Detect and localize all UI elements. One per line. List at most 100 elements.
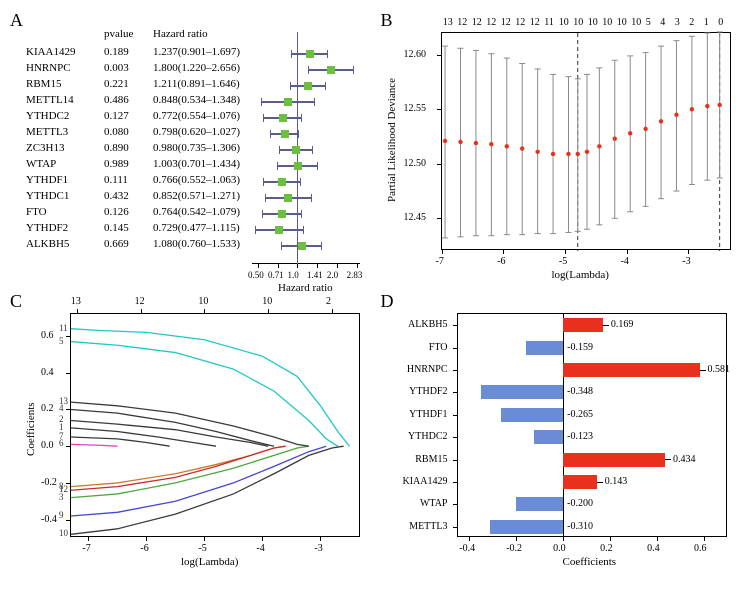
forest-point	[284, 194, 292, 202]
coefbar-value: -0.265	[567, 409, 593, 420]
hr-gene-label: ALKBH5	[26, 238, 69, 250]
hr-gene-label: KIAA1429	[26, 46, 76, 58]
coefbar-zero-line	[563, 314, 564, 538]
figure: ApvalueHazard ratioKIAA14290.1891.237(0.…	[8, 8, 743, 569]
forest-point	[304, 82, 312, 90]
forest-point	[292, 146, 300, 154]
forest-point	[327, 66, 335, 74]
deviance-ytick: 12.50	[404, 158, 427, 169]
coefbar-gene: HNRNPC	[407, 364, 448, 375]
deviance-xtick: -4	[621, 256, 629, 267]
coef-top-label: 12	[135, 296, 145, 307]
hr-ci: 1.800(1.220–2.656)	[153, 62, 240, 74]
deviance-ytick: 12.60	[404, 49, 427, 60]
coef-top-label: 10	[198, 296, 208, 307]
coefbar-gene: FTO	[429, 342, 448, 353]
coef-path-id: 9	[59, 510, 64, 520]
deviance-plot: -7-6-5-4-312.4512.5012.5512.601312121212…	[441, 32, 731, 250]
deviance-top-label: 10	[588, 17, 598, 28]
coef-top-label: 13	[71, 296, 81, 307]
coefbar-bar	[563, 318, 603, 332]
hr-ci: 1.211(0.891–1.646)	[153, 78, 240, 90]
hr-pvalue: 0.080	[104, 126, 129, 138]
coefbar-gene: KIAA1429	[403, 476, 448, 487]
coef-ytick: 0.4	[41, 367, 54, 378]
hr-pvalue: 0.126	[104, 206, 129, 218]
deviance-top-label: 13	[443, 17, 453, 28]
coefbar-gene: WTAP	[420, 498, 448, 509]
coefbar-gene: YTHDC2	[408, 431, 447, 442]
deviance-top-label: 11	[544, 17, 554, 28]
deviance-ylabel: Partial Likelihood Deviance	[386, 78, 398, 202]
panel-label-C: C	[10, 291, 22, 312]
coefbar-value: -0.310	[567, 521, 593, 532]
hr-ci: 1.237(0.901–1.697)	[153, 46, 240, 58]
coef-path-id: 10	[59, 528, 68, 538]
coefbar-xtick: 0.6	[694, 543, 707, 554]
coefbar-value: 0.143	[605, 476, 628, 487]
forest-xtick: 1.0	[287, 270, 298, 280]
deviance-xtick: -3	[682, 256, 690, 267]
panel-label-D: D	[381, 291, 394, 312]
deviance-top-label: 12	[472, 17, 482, 28]
coefbar-bar	[501, 408, 563, 422]
coef-xtick: -7	[82, 543, 90, 554]
coefbar-bar	[526, 341, 563, 355]
coefbar-value: -0.200	[567, 498, 593, 509]
coef-xtick: -5	[198, 543, 206, 554]
panel-A: ApvalueHazard ratioKIAA14290.1891.237(0.…	[8, 8, 368, 283]
coef-path-id: 12	[59, 484, 68, 494]
hr-pvalue: 0.221	[104, 78, 129, 90]
hr-gene-label: YTHDF1	[26, 174, 68, 186]
coef-path-id: 2	[59, 414, 64, 424]
hr-gene-label: METTL3	[26, 126, 68, 138]
coef-ytick: -0.2	[41, 477, 57, 488]
forest-point	[284, 98, 292, 106]
hr-gene-label: ZC3H13	[26, 142, 65, 154]
deviance-top-label: 1	[704, 17, 709, 28]
deviance-top-label: 12	[457, 17, 467, 28]
deviance-ytick: 12.55	[404, 103, 427, 114]
hr-pvalue: 0.989	[104, 158, 129, 170]
coef-ytick: -0.4	[41, 514, 57, 525]
deviance-top-label: 12	[515, 17, 525, 28]
hr-gene-label: YTHDF2	[26, 222, 68, 234]
deviance-top-label: 10	[573, 17, 583, 28]
forest-plot: 0.500.711.01.412.02.83Hazard ratio	[252, 32, 360, 264]
hr-gene-label: YTHDC1	[26, 190, 69, 202]
coef-bar-plot: -0.4-0.20.00.20.40.6CoefficientsALKBH50.…	[457, 313, 727, 537]
coefbar-value: 0.581	[708, 364, 731, 375]
coefbar-xtick: 0.2	[600, 543, 613, 554]
hr-ci: 0.798(0.620–1.027)	[153, 126, 240, 138]
hr-gene-label: FTO	[26, 206, 47, 218]
deviance-top-label: 4	[660, 17, 665, 28]
forest-xtick: 1.41	[307, 270, 323, 280]
deviance-top-label: 5	[646, 17, 651, 28]
hr-ci: 0.848(0.534–1.348)	[153, 94, 240, 106]
hr-pvalue: 0.432	[104, 190, 129, 202]
panel-B: B-7-6-5-4-312.4512.5012.5512.60131212121…	[379, 8, 739, 283]
coefbar-xtick: 0.4	[647, 543, 660, 554]
hr-gene-label: RBM15	[26, 78, 61, 90]
hr-gene-label: WTAP	[26, 158, 56, 170]
forest-x-axis	[252, 263, 360, 264]
hr-pvalue: 0.669	[104, 238, 129, 250]
hr-gene-label: YTHDC2	[26, 110, 69, 122]
coef-xtick: -4	[256, 543, 264, 554]
hr-pvalue: 0.890	[104, 142, 129, 154]
coef-ytick: 0.6	[41, 330, 54, 341]
forest-point	[278, 178, 286, 186]
coefbar-bar	[563, 475, 597, 489]
deviance-xtick: -5	[559, 256, 567, 267]
deviance-top-label: 2	[689, 17, 694, 28]
coef-path-id: 13	[59, 396, 68, 406]
deviance-svg	[442, 33, 732, 251]
deviance-xtick: -7	[436, 256, 444, 267]
deviance-top-label: 10	[602, 17, 612, 28]
forest-xtick: 0.50	[248, 270, 264, 280]
coef-ylabel: Coefficients	[25, 402, 37, 456]
hr-ci: 0.766(0.552–1.063)	[153, 174, 240, 186]
forest-point	[281, 130, 289, 138]
deviance-xtick: -6	[497, 256, 505, 267]
hr-gene-label: HNRNPC	[26, 62, 71, 74]
